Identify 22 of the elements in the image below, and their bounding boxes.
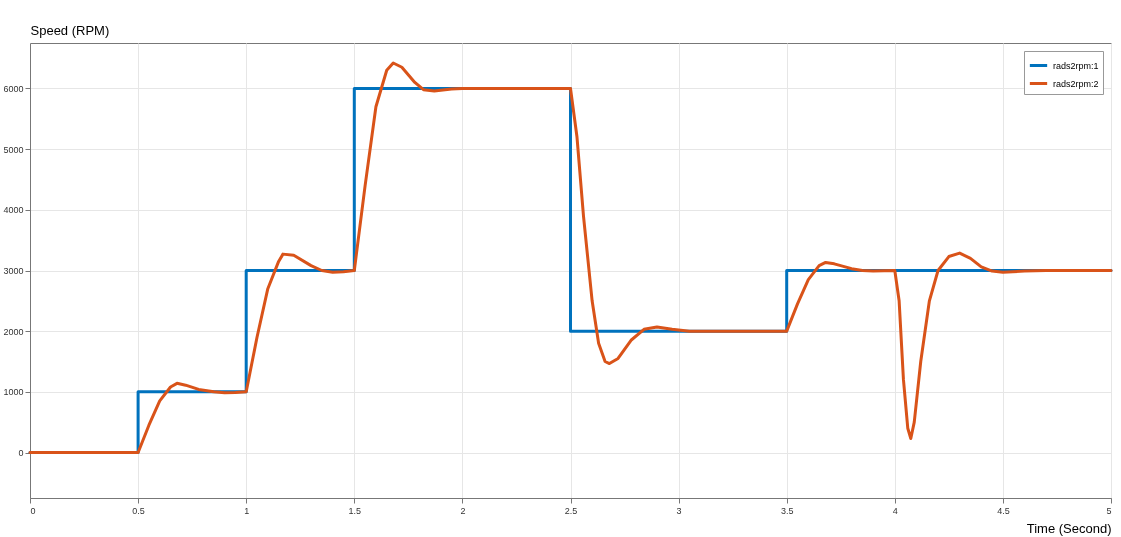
- y-tick-label: 1000: [3, 387, 24, 398]
- x-axis-title: Time (Second): [1026, 520, 1112, 536]
- x-tick-label: 0.5: [132, 505, 145, 516]
- x-tick-label: 5: [1106, 505, 1112, 516]
- legend-label: rads2rpm:1: [1053, 60, 1099, 71]
- y-tick-label: 6000: [3, 84, 24, 94]
- y-tick-label: 0: [18, 448, 24, 458]
- x-tick-label: 1.5: [348, 505, 362, 516]
- y-tick-label: 5000: [3, 144, 24, 155]
- x-tick-label: 4: [892, 505, 898, 516]
- x-tick-label: 2.5: [564, 505, 578, 516]
- x-tick-label: 2: [460, 505, 466, 516]
- x-tick-label: 1: [244, 505, 250, 516]
- x-tick-label: 3: [676, 505, 682, 516]
- y-tick-label: 2000: [3, 326, 24, 337]
- x-tick-label: 0: [30, 505, 36, 516]
- legend-label: rads2rpm:2: [1053, 78, 1099, 89]
- x-tick-label: 3.5: [780, 505, 794, 516]
- y-tick-label: 4000: [3, 205, 24, 216]
- y-tick-label: 3000: [3, 266, 24, 276]
- y-axis-title: Speed (RPM): [30, 22, 110, 38]
- x-tick-label: 4.5: [997, 505, 1010, 516]
